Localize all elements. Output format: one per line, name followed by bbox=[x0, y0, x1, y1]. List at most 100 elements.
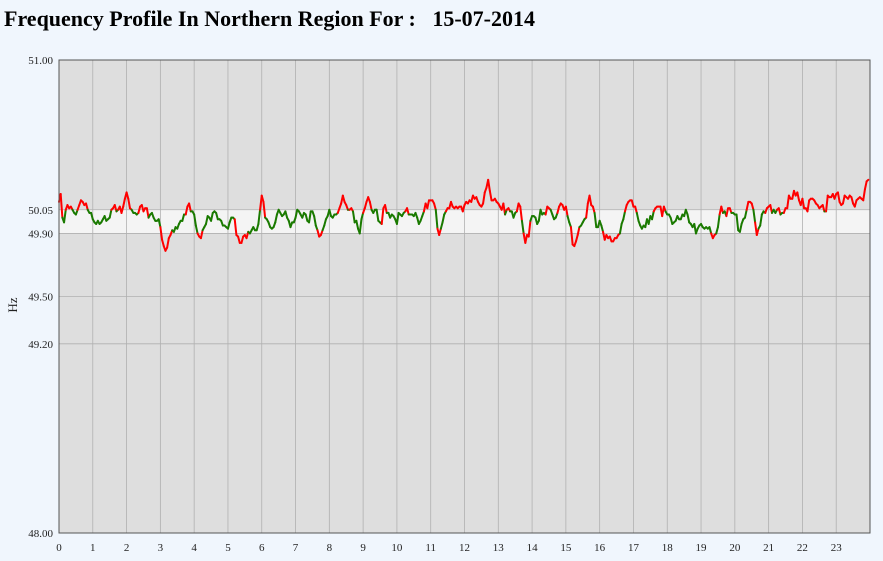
x-tick-label: 12 bbox=[459, 542, 470, 554]
frequency-segment bbox=[294, 208, 299, 219]
frequency-segment bbox=[358, 218, 363, 235]
chart-title: Frequency Profile In Northern Region For… bbox=[4, 6, 535, 31]
frequency-segment bbox=[63, 208, 67, 224]
frequency-segment bbox=[618, 222, 623, 235]
frequency-segment bbox=[384, 204, 388, 214]
grid-lines bbox=[59, 59, 870, 534]
frequency-segment bbox=[159, 226, 164, 241]
frequency-segment bbox=[355, 219, 360, 230]
frequency-segment bbox=[127, 197, 131, 210]
frequency-segment bbox=[188, 202, 192, 213]
x-tick-label: 14 bbox=[527, 542, 539, 554]
x-tick-label: 0 bbox=[56, 542, 62, 554]
x-tick-label: 20 bbox=[729, 542, 741, 554]
x-tick-label: 18 bbox=[662, 542, 674, 554]
frequency-segment bbox=[433, 202, 437, 211]
frequency-segment bbox=[122, 197, 126, 208]
frequency-segment bbox=[841, 194, 846, 205]
frequency-segment bbox=[853, 199, 858, 208]
frequency-segment bbox=[801, 197, 806, 210]
frequency-segment bbox=[850, 196, 855, 205]
frequency-segment bbox=[323, 218, 327, 227]
frequency-segment bbox=[368, 200, 373, 211]
frequency-segment bbox=[566, 215, 571, 224]
frequency-segment bbox=[406, 207, 410, 216]
frequency-segment bbox=[260, 194, 265, 203]
frequency-segment bbox=[184, 205, 189, 216]
frequency-segment bbox=[622, 210, 627, 221]
frequency-segment bbox=[630, 199, 635, 208]
x-axis: 0 1 2 3 4 5 6 7 8 9 10 11 12 13 14 15 16 17 18 19 20 21 22 23 bbox=[56, 542, 842, 554]
x-tick-label: 1 bbox=[90, 542, 96, 554]
frequency-segment bbox=[544, 205, 549, 216]
frequency-segment bbox=[487, 178, 491, 192]
frequency-segment bbox=[482, 191, 486, 205]
frequency-segment bbox=[434, 208, 439, 230]
frequency-segment bbox=[194, 224, 199, 235]
frequency-segment bbox=[237, 235, 241, 244]
frequency-segment bbox=[226, 221, 231, 230]
frequency-segment bbox=[588, 194, 593, 207]
frequency-segment bbox=[137, 205, 142, 214]
x-tick-label: 10 bbox=[391, 542, 403, 554]
x-tick-label: 23 bbox=[831, 542, 843, 554]
x-tick-label: 2 bbox=[124, 542, 130, 554]
frequency-segment bbox=[600, 224, 605, 233]
y-tick-label: 51.00 bbox=[28, 55, 53, 67]
y-axis-label: Hz bbox=[5, 297, 20, 312]
frequency-segment bbox=[796, 191, 801, 202]
frequency-segment bbox=[304, 213, 309, 222]
frequency-segment bbox=[806, 199, 811, 213]
x-tick-label: 22 bbox=[797, 542, 808, 554]
x-tick-label: 6 bbox=[259, 542, 265, 554]
frequency-segment bbox=[686, 213, 691, 224]
frequency-segment bbox=[862, 188, 866, 202]
frequency-segment bbox=[786, 194, 790, 210]
frequency-segment bbox=[328, 208, 333, 218]
frequency-segment bbox=[193, 213, 197, 227]
frequency-segment bbox=[624, 204, 628, 213]
frequency-segment bbox=[120, 205, 125, 214]
x-tick-label: 19 bbox=[696, 542, 708, 554]
frequency-segment bbox=[836, 191, 841, 203]
frequency-segment bbox=[735, 213, 740, 232]
frequency-segment bbox=[108, 208, 113, 219]
frequency-segment bbox=[524, 234, 529, 244]
frequency-segment bbox=[863, 180, 868, 191]
frequency-segment bbox=[215, 211, 219, 221]
frequency-segment bbox=[725, 207, 730, 218]
frequency-segment bbox=[752, 208, 757, 224]
y-tick-label: 50.05 bbox=[28, 205, 53, 217]
x-tick-label: 16 bbox=[594, 542, 606, 554]
frequency-segment bbox=[341, 194, 346, 203]
frequency-segment bbox=[204, 215, 209, 225]
frequency-segment bbox=[240, 235, 245, 244]
frequency-segment bbox=[125, 191, 130, 200]
frequency-segment bbox=[85, 202, 89, 211]
frequency-segment bbox=[708, 226, 713, 235]
y-tick-label: 48.00 bbox=[28, 528, 53, 540]
frequency-segment bbox=[181, 213, 186, 222]
frequency-segment bbox=[161, 238, 165, 248]
frequency-segment bbox=[257, 208, 262, 225]
y-tick-label: 49.20 bbox=[28, 339, 53, 351]
frequency-line bbox=[58, 178, 870, 252]
frequency-segment bbox=[199, 229, 204, 240]
frequency-segment bbox=[743, 208, 748, 219]
frequency-segment bbox=[284, 210, 289, 219]
frequency-segment bbox=[461, 204, 466, 213]
frequency-segment bbox=[651, 210, 655, 221]
frequency-segment bbox=[715, 226, 719, 235]
frequency-segment bbox=[210, 211, 214, 222]
frequency-segment bbox=[363, 200, 368, 210]
x-tick-label: 11 bbox=[425, 542, 436, 554]
frequency-segment bbox=[59, 193, 64, 219]
frequency-segment bbox=[308, 210, 312, 224]
y-tick-label: 49.50 bbox=[28, 292, 53, 304]
frequency-segment bbox=[441, 213, 446, 224]
frequency-segment bbox=[527, 219, 532, 238]
frequency-segment bbox=[519, 205, 523, 222]
frequency-segment bbox=[157, 218, 162, 229]
frequency-segment bbox=[585, 202, 589, 219]
